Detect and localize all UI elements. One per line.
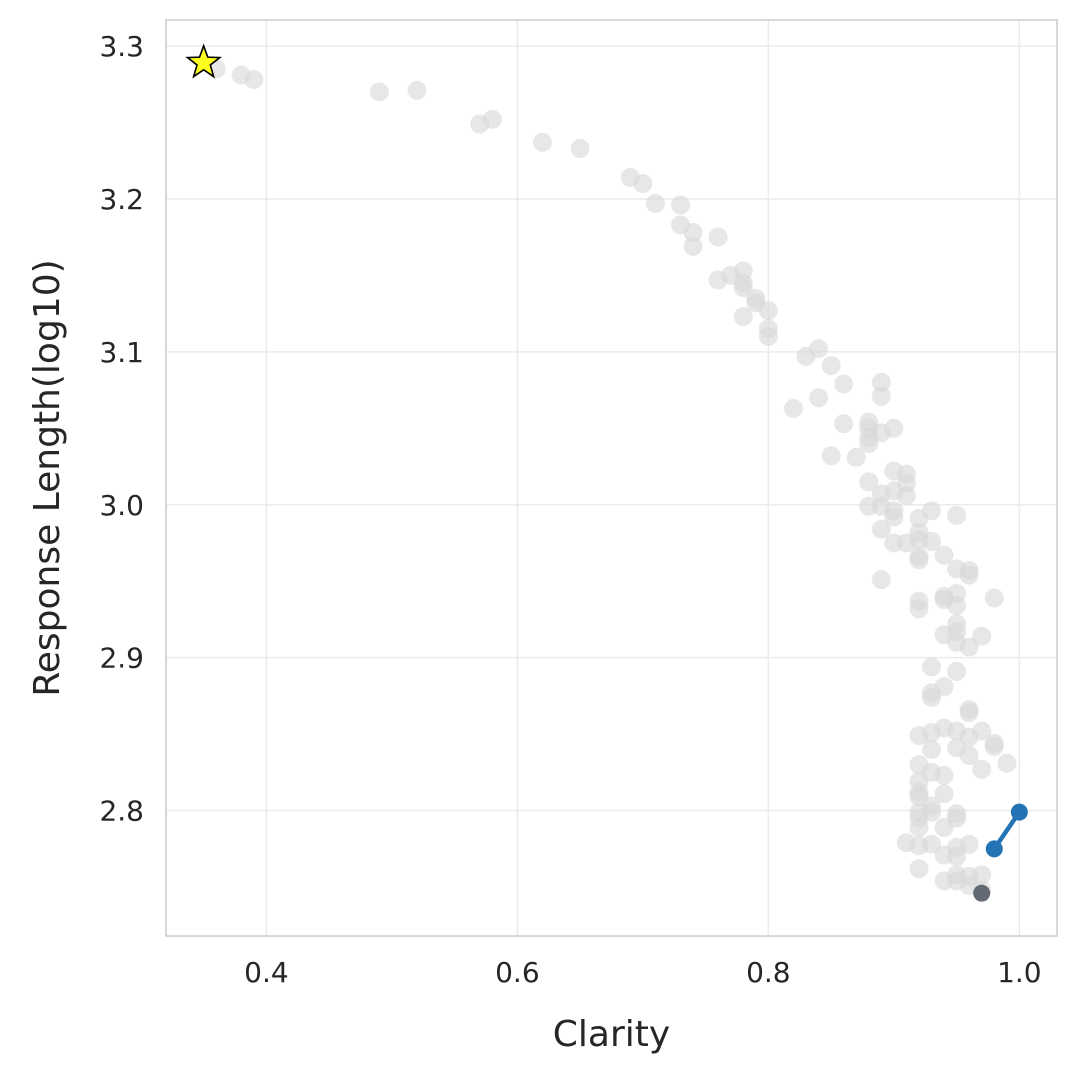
data-point <box>896 486 916 506</box>
data-point <box>934 545 954 565</box>
data-point <box>633 174 653 194</box>
data-point <box>834 414 854 434</box>
data-point <box>821 446 841 466</box>
data-point <box>972 865 992 885</box>
x-tick-label: 1.0 <box>997 956 1042 989</box>
data-point <box>972 759 992 779</box>
data-point <box>959 834 979 854</box>
y-axis-label: Response Length(log10) <box>27 259 68 696</box>
data-point <box>809 388 829 408</box>
data-point <box>708 227 728 247</box>
data-point <box>834 374 854 394</box>
data-point <box>809 339 829 359</box>
data-point <box>871 386 891 406</box>
data-point <box>984 736 1004 756</box>
data-point <box>972 721 992 741</box>
data-point <box>959 637 979 657</box>
data-point <box>859 472 879 492</box>
data-point <box>482 109 502 129</box>
data-point <box>683 223 703 243</box>
data-point <box>871 570 891 590</box>
data-point <box>997 753 1017 773</box>
data-point <box>922 739 942 759</box>
data-point <box>532 132 552 152</box>
data-point <box>871 372 891 392</box>
data-point <box>922 834 942 854</box>
grid <box>166 20 1057 936</box>
data-point <box>909 817 929 837</box>
tick-labels: 0.4 0.6 0.8 1.0 2.8 2.9 3.0 3.1 3.2 3.3 <box>99 30 1041 989</box>
data-point <box>909 550 929 570</box>
x-axis-label: Clarity <box>553 1014 670 1055</box>
data-point <box>570 138 590 158</box>
y-tick-label: 3.3 <box>99 30 144 63</box>
data-point <box>369 82 389 102</box>
x-tick-label: 0.4 <box>244 956 289 989</box>
highlight-points <box>185 43 1028 902</box>
data-point <box>922 501 942 521</box>
data-point <box>884 507 904 527</box>
data-point <box>671 195 691 215</box>
highlight-line-point <box>1010 803 1028 821</box>
x-tick-label: 0.6 <box>495 956 540 989</box>
data-point <box>683 236 703 256</box>
data-point <box>934 765 954 785</box>
data-point <box>922 531 942 551</box>
data-point <box>947 505 967 525</box>
star-marker <box>185 43 223 79</box>
data-point <box>645 194 665 214</box>
data-point <box>972 626 992 646</box>
data-point <box>934 784 954 804</box>
data-point <box>909 859 929 879</box>
data-point <box>947 596 967 616</box>
data-point <box>244 70 264 90</box>
data-point <box>984 588 1004 608</box>
data-point <box>884 418 904 438</box>
data-point <box>934 817 954 837</box>
data-point <box>821 356 841 376</box>
data-point <box>733 307 753 327</box>
y-tick-label: 2.9 <box>99 642 144 675</box>
background-points <box>206 59 1017 900</box>
data-point <box>947 661 967 681</box>
data-point <box>922 657 942 677</box>
data-point <box>947 846 967 866</box>
x-tick-label: 0.8 <box>746 956 791 989</box>
data-point <box>959 746 979 766</box>
data-point <box>871 519 891 539</box>
highlight-line-point <box>985 840 1003 858</box>
y-tick-label: 3.0 <box>99 489 144 522</box>
y-tick-label: 2.8 <box>99 795 144 828</box>
data-point <box>846 447 866 467</box>
data-point <box>783 398 803 418</box>
data-point <box>758 327 778 347</box>
y-tick-label: 3.2 <box>99 183 144 216</box>
data-point <box>407 80 427 100</box>
data-point <box>922 687 942 707</box>
data-point <box>959 703 979 723</box>
plot-frame <box>165 19 1058 937</box>
data-point <box>733 278 753 298</box>
data-point <box>959 565 979 585</box>
highlight-point <box>973 884 991 902</box>
data-point <box>859 434 879 454</box>
data-point <box>758 301 778 321</box>
y-tick-label: 3.1 <box>99 336 144 369</box>
data-point <box>909 599 929 619</box>
